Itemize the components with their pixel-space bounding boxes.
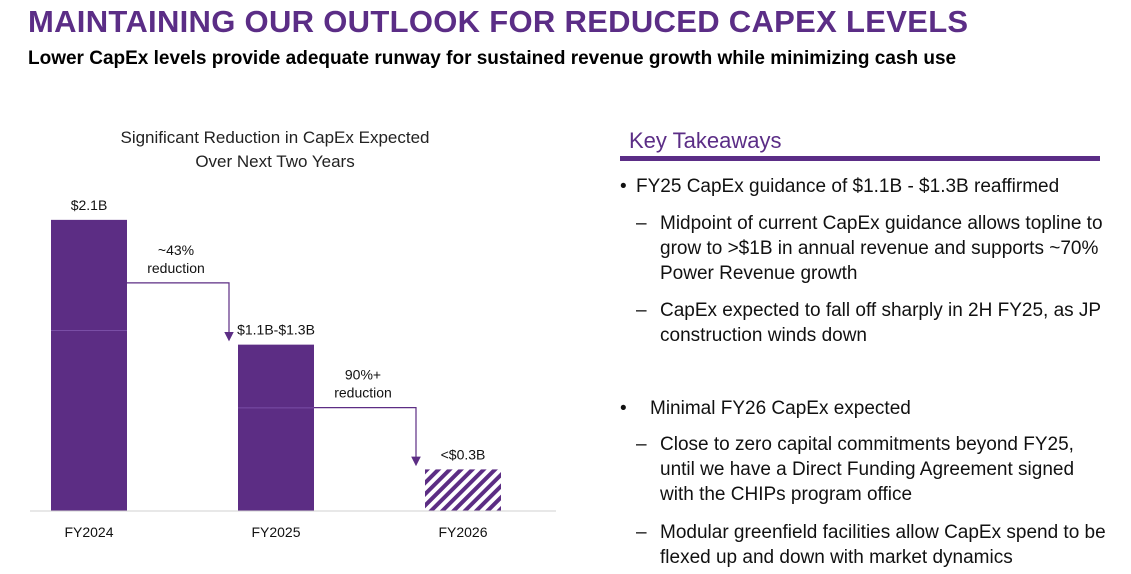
x-tick-label-fy2024: FY2024 — [64, 524, 113, 540]
key-takeaways-heading: Key Takeaways — [629, 128, 782, 153]
dash-icon: – — [636, 300, 647, 321]
bar-fy2024 — [51, 219, 127, 511]
reduction-arrow-1 — [127, 282, 234, 342]
page-title: MAINTAINING OUR OUTLOOK FOR REDUCED CAPE… — [28, 4, 969, 39]
reduction-annotation-1-line-2: reduction — [147, 260, 205, 276]
takeaway-bullet-2-text: Minimal FY26 CapEx expected — [650, 398, 911, 419]
chart-title-line-1: Significant Reduction in CapEx Expected — [120, 128, 430, 147]
takeaway-sub-1-2-text: CapEx expected to fall off sharply in 2H… — [660, 300, 1101, 346]
bullet-dot-icon: • — [620, 176, 627, 197]
bar-fy2025 — [238, 344, 314, 511]
bar-fy2026 — [425, 469, 501, 511]
takeaway-sub-2-1-text: Close to zero capital commitments beyond… — [660, 434, 1075, 505]
takeaway-sub-1-1-text: Midpoint of current CapEx guidance allow… — [660, 213, 1103, 284]
x-tick-label-fy2025: FY2025 — [251, 524, 300, 540]
value-label-fy2025: $1.1B-$1.3B — [237, 322, 315, 338]
x-tick-label-fy2026: FY2026 — [438, 524, 487, 540]
takeaway-bullet-1-text: FY25 CapEx guidance of $1.1B - $1.3B rea… — [636, 176, 1060, 197]
key-takeaways-divider — [620, 156, 1100, 161]
value-label-fy2026: <$0.3B — [441, 446, 486, 462]
value-label-fy2024: $2.1B — [71, 197, 108, 213]
bullet-dot-icon: • — [620, 398, 627, 419]
reduction-arrow-2 — [314, 407, 421, 467]
page-subtitle: Lower CapEx levels provide adequate runw… — [28, 48, 957, 69]
chart-title-line-2: Over Next Two Years — [195, 152, 355, 171]
dash-icon: – — [636, 522, 647, 543]
takeaway-sub-2-2-text: Modular greenfield facilities allow CapE… — [660, 522, 1106, 568]
dash-icon: – — [636, 434, 647, 455]
reduction-annotation-1-line-1: ~43% — [158, 242, 194, 258]
chart-title: Significant Reduction in CapEx Expected … — [95, 126, 455, 174]
capex-bar-chart: ~43% reduction 90%+ reduction $2.1B FY2024 $1… — [30, 197, 556, 540]
reduction-annotation-2-line-2: reduction — [334, 385, 392, 401]
dash-icon: – — [636, 213, 647, 234]
reduction-annotation-2-line-1: 90%+ — [345, 367, 381, 383]
